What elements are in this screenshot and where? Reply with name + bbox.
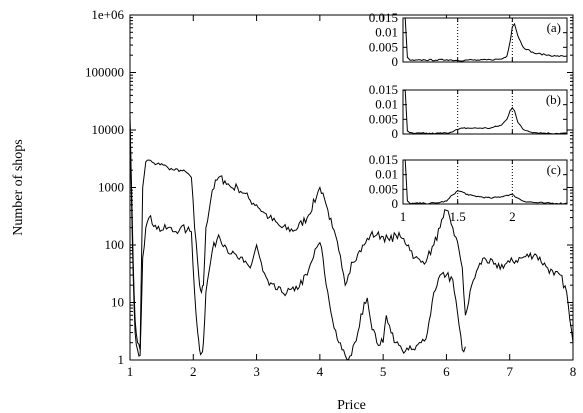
inset-frame <box>402 89 568 135</box>
x-tick-label: 4 <box>317 364 324 379</box>
y-axis-label: Number of shops <box>11 139 26 235</box>
inset-y-tick-label: 0.015 <box>369 10 398 25</box>
inset-y-tick-label: 0.01 <box>375 25 398 40</box>
inset-x-tick-label: 1.5 <box>450 209 466 224</box>
x-tick-label: 5 <box>380 364 387 379</box>
x-tick-label: 1 <box>127 364 134 379</box>
inset-y-tick-label: 0 <box>392 196 399 211</box>
main-x-ticks: 1 2 3 4 5 6 7 8 <box>127 15 577 379</box>
inset-y-tick-label: 0 <box>392 126 399 141</box>
inset-y-tick-label: 0.01 <box>375 167 398 182</box>
x-axis-label: Price <box>337 398 366 413</box>
inset-panels: 00.0050.010.015(a)00.0050.010.015(b)00.0… <box>369 10 568 224</box>
inset-y-tick-label: 0.005 <box>369 111 398 126</box>
y-tick-label: 100 <box>105 237 125 252</box>
x-tick-label: 8 <box>570 364 577 379</box>
x-tick-label: 6 <box>443 364 450 379</box>
inset-panel-label: (c) <box>547 162 561 177</box>
y-tick-label: 100000 <box>85 65 124 80</box>
y-tick-label: 1e+06 <box>91 7 124 22</box>
inset-panel-label: (b) <box>546 92 561 107</box>
x-tick-label: 7 <box>506 364 513 379</box>
y-tick-label: 1 <box>118 352 125 367</box>
series-line-1 <box>129 112 574 351</box>
inset-series-line <box>403 159 568 205</box>
y-tick-label: 10000 <box>92 122 125 137</box>
inset-y-tick-label: 0.01 <box>375 97 398 112</box>
inset-panel-label: (a) <box>547 20 561 35</box>
inset-frame <box>402 159 568 205</box>
inset-frame <box>402 17 568 63</box>
y-tick-label: 10 <box>111 295 124 310</box>
main-series-group <box>129 112 574 361</box>
inset-y-tick-label: 0.005 <box>369 181 398 196</box>
inset-series-line <box>402 89 568 135</box>
inset-y-tick-label: 0.015 <box>369 152 398 167</box>
inset-y-tick-label: 0.005 <box>369 39 398 54</box>
inset-y-tick-label: 0 <box>392 54 399 69</box>
inset-x-tick-label: 1 <box>400 209 407 224</box>
inset-x-tick-label: 2 <box>509 209 516 224</box>
inset-series-line <box>403 17 568 62</box>
inset-y-tick-label: 0.015 <box>369 82 398 97</box>
series-line-2 <box>129 119 466 361</box>
x-tick-label: 2 <box>190 364 197 379</box>
y-tick-label: 1000 <box>98 180 124 195</box>
x-tick-label: 3 <box>253 364 260 379</box>
